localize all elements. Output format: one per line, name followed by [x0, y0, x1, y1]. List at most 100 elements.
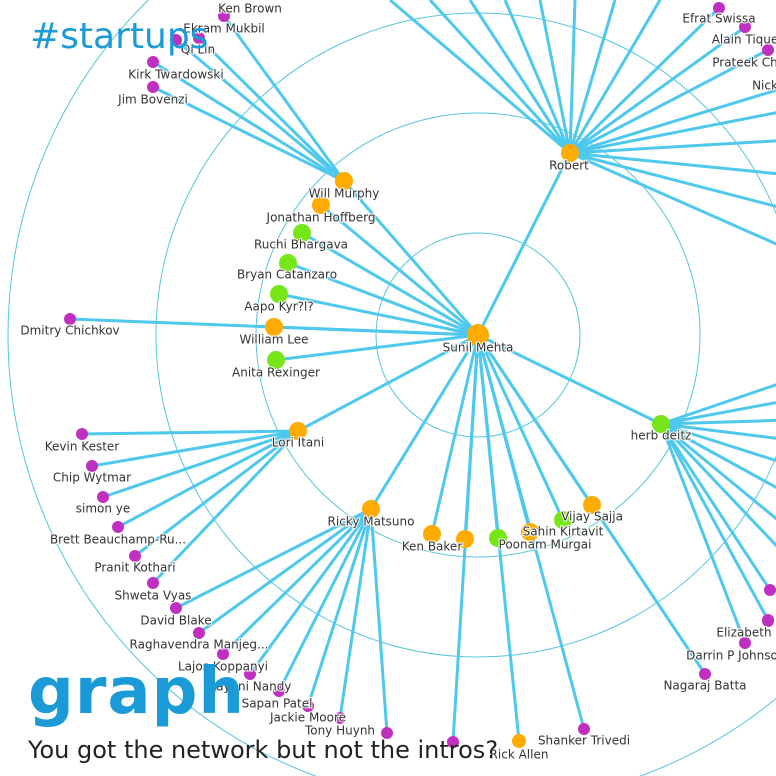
node-label: Sapan Patel	[242, 697, 313, 711]
node-label: Jonathan Hoffberg	[266, 211, 376, 225]
node	[147, 56, 159, 68]
edge	[468, 0, 572, 154]
node	[86, 460, 98, 472]
edge	[659, 423, 770, 621]
node-label: Ricky Matsuno	[328, 515, 415, 529]
node	[456, 530, 474, 548]
edge	[568, 0, 577, 154]
node-label: Ken Brown	[218, 2, 282, 16]
node	[762, 614, 774, 626]
edge	[175, 38, 345, 183]
edge	[477, 333, 662, 426]
node-label: Poonam Murgai	[499, 538, 592, 552]
node	[97, 491, 109, 503]
edge	[476, 334, 500, 539]
edge	[221, 507, 373, 656]
edge	[369, 334, 480, 510]
node-label: Sunil Mehta	[443, 341, 514, 355]
edge	[659, 423, 772, 591]
edge	[568, 0, 617, 154]
edge	[342, 180, 480, 336]
node	[193, 627, 205, 639]
edge	[152, 85, 345, 183]
node	[147, 577, 159, 589]
node	[273, 685, 285, 697]
node	[267, 351, 285, 369]
edge	[428, 0, 572, 155]
node	[583, 496, 601, 514]
edge	[476, 334, 565, 521]
node-label: Kirk Twardowski	[128, 68, 223, 82]
node-label: Pranit Kothari	[94, 561, 175, 575]
edge	[659, 422, 776, 548]
node-label: Lajos Koppanyi	[178, 660, 268, 674]
edge	[660, 383, 776, 426]
logo: graph	[28, 655, 245, 729]
node	[270, 285, 288, 303]
edge	[569, 139, 776, 155]
edge	[389, 0, 571, 155]
node-label: Anita Rexinger	[232, 366, 320, 380]
node-label: Raghavendra Manjeg...	[130, 638, 269, 652]
node	[335, 172, 353, 190]
node	[76, 428, 88, 440]
edge	[659, 423, 747, 644]
node-label: Alain Tique	[712, 33, 776, 47]
node	[521, 523, 539, 541]
edge	[287, 261, 479, 337]
edge	[569, 88, 776, 155]
edge	[301, 231, 479, 337]
node	[244, 668, 256, 680]
node	[218, 10, 230, 22]
node	[112, 521, 124, 533]
node-label: Dmitry Chichkov	[20, 324, 119, 338]
edge	[660, 418, 776, 426]
edge	[430, 334, 480, 535]
node	[129, 550, 141, 562]
tagline: You got the network but not the intros?	[28, 736, 499, 764]
node-label: Kevin Kester	[45, 440, 120, 454]
node-label: Rick Allen	[490, 748, 549, 762]
node-label: Chip Wytmar	[53, 471, 131, 485]
node	[423, 525, 441, 543]
ring	[375, 232, 581, 438]
node-label: Lori Itani	[272, 436, 324, 450]
edge	[117, 429, 299, 529]
title: #startups	[30, 16, 209, 57]
edge	[568, 0, 662, 154]
edge	[297, 333, 479, 433]
edge	[175, 507, 372, 610]
node-label: Sahin Kirtavit	[523, 525, 604, 539]
node	[739, 637, 751, 649]
node	[289, 422, 307, 440]
node	[381, 727, 393, 739]
node-label: Robert	[549, 159, 589, 173]
node	[302, 700, 314, 712]
node	[713, 2, 725, 14]
node	[293, 224, 311, 242]
edge	[306, 508, 373, 707]
edge	[369, 508, 389, 734]
node-label: Qi Lin	[181, 43, 215, 57]
node	[334, 712, 346, 724]
node	[764, 584, 776, 596]
node	[554, 511, 572, 529]
edge	[248, 508, 373, 675]
edge	[538, 0, 572, 154]
node	[265, 318, 283, 336]
edge	[338, 508, 373, 719]
node	[489, 529, 507, 547]
node-label: simon ye	[76, 502, 131, 516]
edge	[569, 25, 746, 155]
edge	[152, 60, 345, 183]
node-label: Bryan Catanzaro	[237, 268, 337, 282]
node-label: Shweta Vyas	[115, 589, 192, 603]
node	[762, 44, 774, 56]
node	[739, 21, 751, 33]
edge	[81, 429, 299, 436]
edge	[476, 152, 572, 336]
edge	[660, 422, 776, 521]
node-label: Aapo Kyr?l?	[244, 300, 313, 314]
node	[193, 32, 205, 44]
